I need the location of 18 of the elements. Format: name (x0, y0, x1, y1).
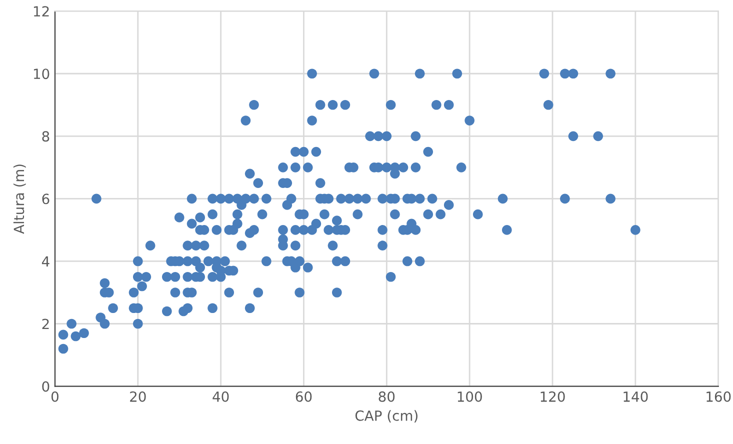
x-tick-label: 60 (296, 391, 312, 402)
y-axis-title: Altura (m) (13, 164, 26, 234)
y-tick-label: 8 (42, 131, 50, 142)
x-axis-title: CAP (cm) (355, 410, 418, 423)
y-tick-label: 12 (34, 6, 49, 16)
x-tick-label: 80 (378, 391, 395, 402)
y-tick-label: 6 (42, 194, 50, 204)
x-tick-label: 140 (624, 391, 648, 402)
x-tick-label: 40 (212, 391, 229, 402)
x-tick-label: 20 (130, 391, 146, 402)
x-tick-label: 160 (706, 391, 731, 402)
y-tick-label: 0 (42, 381, 50, 392)
x-tick-label: 0 (51, 391, 58, 402)
y-tick-label: 2 (42, 318, 49, 330)
y-tick-label: 10 (34, 68, 50, 80)
x-tick-label: 120 (540, 391, 565, 402)
x-tick-label: 100 (458, 391, 482, 402)
y-tick-label: 4 (42, 256, 50, 266)
